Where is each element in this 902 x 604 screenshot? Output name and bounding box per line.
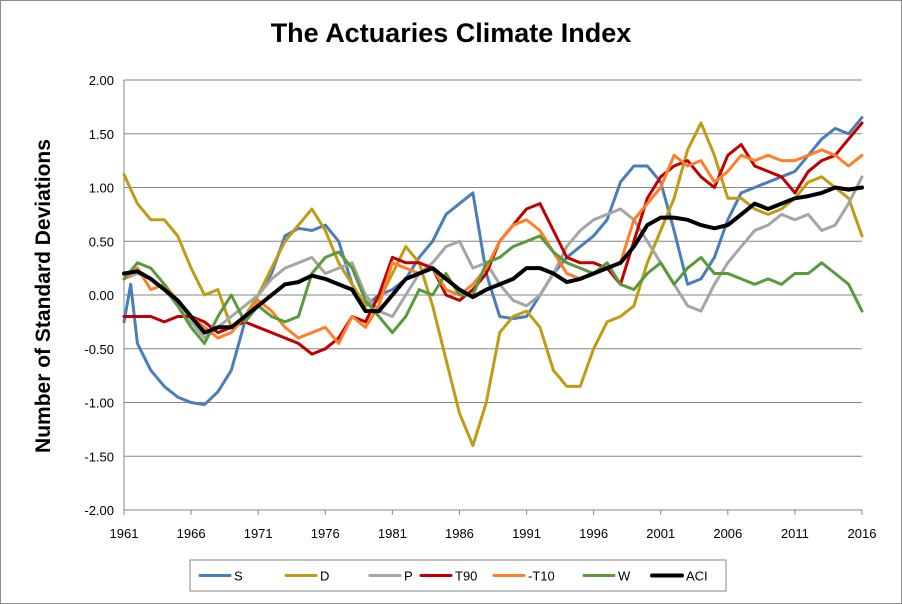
chart-title: The Actuaries Climate Index [270, 18, 632, 48]
legend-label: P [404, 569, 413, 584]
legend-label: T90 [455, 569, 477, 584]
x-tick-label: 1966 [177, 526, 206, 541]
y-tick-label: -2.00 [84, 503, 114, 518]
x-tick-label: 2016 [848, 526, 877, 541]
legend: S D P T90 -T10 W ACI [189, 559, 727, 592]
series-line-aci [122, 185, 864, 335]
legend-label: D [320, 569, 329, 584]
y-tick-label: -1.00 [84, 396, 114, 411]
x-tick-label: 1976 [311, 526, 340, 541]
x-tick-labels: 1961 1966 1971 1976 1981 1986 1991 1996 2001 2006… [110, 526, 877, 541]
x-tick-label: 1981 [378, 526, 407, 541]
y-tick-label: 1.50 [89, 127, 114, 142]
x-tick-label: 1991 [512, 526, 541, 541]
x-tick-label: 1961 [110, 526, 139, 541]
y-tick-label: 2.00 [89, 73, 114, 88]
series-line-p [122, 175, 864, 340]
x-tick-label: 1986 [445, 526, 474, 541]
x-tick-label: 1996 [579, 526, 608, 541]
x-tick-label: 2011 [781, 526, 809, 541]
legend-label: ACI [686, 569, 708, 584]
y-tick-label: 0.00 [89, 288, 114, 303]
x-tick-label: 2001 [646, 526, 675, 541]
y-tick-label: -0.50 [84, 342, 114, 357]
y-tick-labels: 2.00 1.50 1.00 0.50 0.00 -0.50 -1.00 -1.50 -2.00 [84, 73, 114, 518]
legend-label: S [234, 569, 243, 584]
y-tick-label: 1.00 [89, 181, 114, 196]
legend-label: W [618, 569, 631, 584]
legend-label: -T10 [528, 569, 555, 584]
y-tick-label: 0.50 [89, 234, 114, 249]
axes [123, 80, 863, 515]
y-tick-label: -1.50 [84, 449, 114, 464]
grid-lines [124, 79, 862, 457]
series-line-w [122, 234, 864, 345]
x-tick-label: 1971 [244, 526, 273, 541]
legend-box [189, 559, 727, 592]
series-lines [122, 116, 864, 447]
x-tick-label: 2006 [713, 526, 742, 541]
